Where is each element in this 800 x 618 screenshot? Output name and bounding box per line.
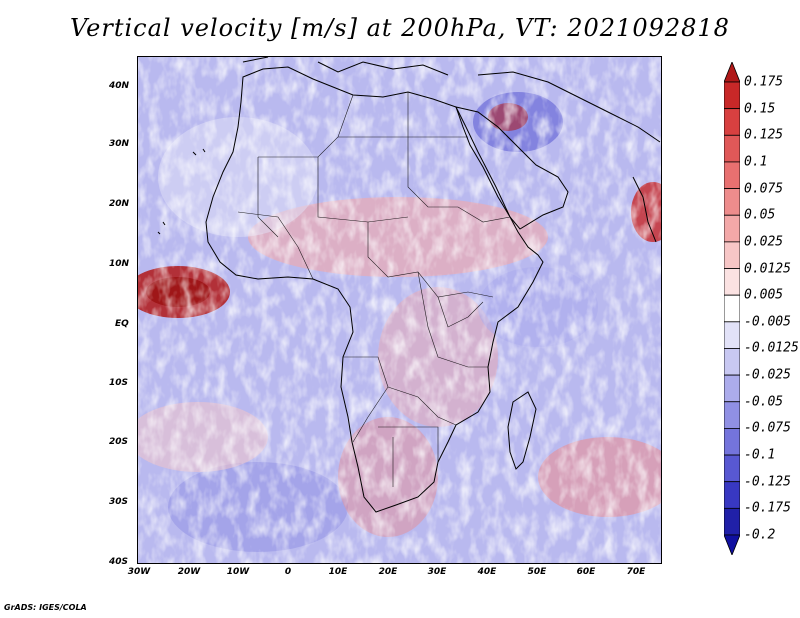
islands xyxy=(157,148,206,235)
colorbar-segment xyxy=(724,188,740,216)
colorbar-tick-label: -0.0125 xyxy=(744,340,799,356)
lon-label: 50E xyxy=(527,567,547,577)
colorbar-segment xyxy=(724,214,740,243)
border-line xyxy=(417,271,488,368)
colorbar-tick-label: -0.1 xyxy=(744,447,776,463)
colorbar-segment xyxy=(724,507,740,536)
colorbar-tick-label: 0.125 xyxy=(744,127,784,143)
lat-label: EQ xyxy=(115,319,129,329)
colorbar-segment xyxy=(724,481,740,509)
colorbar-top-triangle xyxy=(724,62,740,83)
colorbar-tick-label: 0.05 xyxy=(744,207,776,223)
colorbar-tick-label: -0.175 xyxy=(744,500,791,516)
colorbar-segment xyxy=(724,241,740,269)
lon-label: 20E xyxy=(378,567,398,577)
colorbar-bottom-triangle xyxy=(724,534,740,555)
india-coastline xyxy=(632,176,657,243)
field-texture xyxy=(138,57,661,563)
lon-label: 60E xyxy=(576,567,596,577)
border-line xyxy=(237,211,314,280)
asia-coastline xyxy=(477,71,661,143)
lat-label: 10N xyxy=(109,259,130,269)
border-line xyxy=(387,386,457,426)
colorbar-segment xyxy=(724,294,740,323)
lon-label: 30E xyxy=(427,567,447,577)
colorbar-segment xyxy=(724,374,740,403)
lon-label: 40E xyxy=(477,567,497,577)
colorbar-segment xyxy=(724,321,740,349)
colorbar xyxy=(724,62,740,555)
map-title: Vertical velocity [m/s] at 200hPa, VT: 2… xyxy=(70,14,730,42)
lat-label: 20S xyxy=(109,437,129,447)
lon-label: 20W xyxy=(177,567,201,577)
lon-label: 10E xyxy=(328,567,348,577)
colorbar-tick-label: 0.025 xyxy=(744,234,784,250)
colorbar-segment xyxy=(724,161,740,189)
colorbar-tick-label: 0.005 xyxy=(744,287,784,303)
colorbar-tick-label: -0.025 xyxy=(744,367,791,383)
colorbar-segment xyxy=(724,108,740,136)
lat-label: 30S xyxy=(109,497,129,507)
border-line xyxy=(437,296,484,328)
lon-label: 0 xyxy=(284,567,292,577)
colorbar-segment xyxy=(724,134,740,163)
colorbar-tick-label: -0.125 xyxy=(744,474,791,490)
europe-coastline xyxy=(242,57,449,76)
coastlines xyxy=(157,57,661,513)
lat-label: 40S xyxy=(109,557,129,567)
colorbar-segment xyxy=(724,454,740,483)
colorbar-tick-label: 0.15 xyxy=(744,101,776,117)
map-field-svg xyxy=(138,57,661,563)
colorbar-segment xyxy=(724,268,740,296)
colorbar-tick-label: -0.05 xyxy=(744,394,784,410)
footer-credit: GrADS: IGES/COLA xyxy=(4,603,87,612)
madagascar-coastline xyxy=(507,391,537,470)
colorbar-segment xyxy=(724,348,740,376)
lat-label: 40N xyxy=(109,81,130,91)
border-line xyxy=(317,157,409,223)
lon-label: 30W xyxy=(127,567,151,577)
colorbar-tick-label: -0.2 xyxy=(744,527,776,543)
lon-label: 70E xyxy=(626,567,646,577)
border-line xyxy=(378,426,439,462)
colorbar-tick-label: 0.175 xyxy=(744,74,784,90)
colorbar-tick-label: -0.075 xyxy=(744,420,791,436)
colorbar-segment xyxy=(724,428,740,456)
arabia-coastline xyxy=(455,106,569,230)
country-borders xyxy=(237,92,511,487)
colorbar-segment xyxy=(724,81,740,110)
lon-label: 10W xyxy=(226,567,250,577)
map-plot-area xyxy=(137,56,662,564)
lat-label: 20N xyxy=(109,199,130,209)
colorbar-tick-label: -0.005 xyxy=(744,314,791,330)
lat-label: 30N xyxy=(109,139,130,149)
border-line xyxy=(407,137,511,223)
colorbar-tick-label: 0.0125 xyxy=(744,261,791,277)
colorbar-tick-label: 0.075 xyxy=(744,181,784,197)
border-line xyxy=(258,94,354,158)
border-line xyxy=(257,157,279,238)
lat-label: 10S xyxy=(109,378,129,388)
colorbar-tick-label: 0.1 xyxy=(744,154,768,170)
colorbar-segment xyxy=(724,401,740,429)
